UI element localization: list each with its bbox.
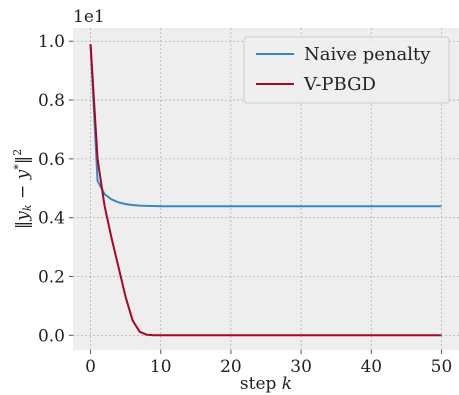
y-axis-label-minus: −: [13, 179, 33, 204]
y-ticks: 0.0 0.2 0.4 0.6 0.8 1.0: [38, 32, 73, 346]
x-tick-label: 20: [220, 357, 242, 377]
x-tick-label: 40: [360, 357, 382, 377]
y-axis-label: ‖yk − y*‖2: [11, 149, 34, 229]
x-tick-label: 0: [85, 357, 96, 377]
legend: Naive penalty V-PBGD: [243, 36, 450, 104]
legend-box: [243, 36, 450, 104]
y-offset-label: 1e1: [73, 7, 105, 27]
legend-label-v-pbgd: V-PBGD: [303, 74, 376, 95]
y-axis-label-square: 2: [11, 149, 24, 156]
y-tick-label: 0.4: [38, 209, 65, 229]
y-axis-label-close: ‖: [13, 156, 33, 165]
y-axis-label-y: y: [13, 211, 33, 222]
y-axis-label-k: k: [21, 204, 34, 211]
y-tick-label: 0.2: [38, 267, 65, 287]
y-tick-label: 0.0: [38, 326, 65, 346]
y-tick-label: 0.6: [38, 150, 65, 170]
y-axis-label-ystar: y: [13, 169, 33, 180]
y-tick-label: 0.8: [38, 91, 65, 111]
x-axis-label: step k: [240, 374, 292, 394]
x-tick-label: 50: [431, 357, 453, 377]
series-line-naive-penalty: [89, 44, 442, 208]
x-tick-label: 30: [290, 357, 312, 377]
y-tick-label: 1.0: [38, 32, 65, 52]
series-layer: [89, 44, 442, 337]
y-axis-label-open: ‖: [13, 221, 33, 230]
x-tick-label: 10: [150, 357, 172, 377]
legend-label-naive-penalty: Naive penalty: [304, 44, 431, 65]
x-axis-label-text: step: [240, 374, 282, 394]
series-line-v-pbgd: [89, 44, 442, 337]
y-axis-label-star: *: [12, 164, 25, 170]
x-ticks: 0 10 20 30 40 50: [85, 350, 452, 377]
x-axis-label-k: k: [282, 374, 292, 394]
